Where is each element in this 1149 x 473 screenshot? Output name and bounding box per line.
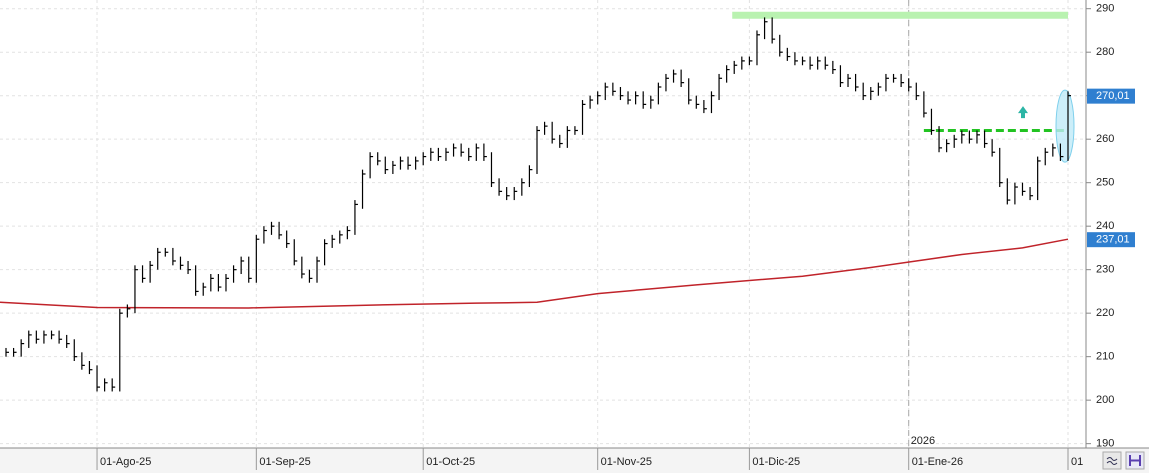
x-axis-panel — [0, 448, 1149, 473]
y-axis-panel — [1086, 0, 1149, 448]
x-tick-label: 01-Dic-25 — [752, 456, 800, 468]
y-tick-label: 230 — [1096, 264, 1114, 276]
ma-label: 237,01 — [1096, 234, 1130, 246]
x-tick-label: 01-Nov-25 — [601, 456, 652, 468]
up-arrow — [1018, 106, 1028, 119]
y-tick-label: 290 — [1096, 3, 1114, 15]
y-tick-label: 200 — [1096, 394, 1114, 406]
ma-label-box — [1087, 232, 1135, 248]
y-tick-label: 250 — [1096, 177, 1114, 189]
x-tick-label: 01-Ene-26 — [912, 456, 963, 468]
icon-h — [1129, 455, 1141, 466]
year-label: 2026 — [911, 435, 935, 447]
icon-wave — [1106, 457, 1118, 465]
icon-button[interactable] — [1102, 451, 1122, 470]
x-tick-label: 01-Sep-25 — [259, 456, 310, 468]
highlight-ellipse — [1055, 89, 1075, 163]
y-tick-label: 210 — [1096, 351, 1114, 363]
y-tick-label: 260 — [1096, 133, 1114, 145]
last-close-label: 270,01 — [1096, 90, 1130, 102]
x-tick-label: 01-Oct-25 — [426, 456, 475, 468]
y-tick-label: 220 — [1096, 307, 1114, 319]
x-tick-label: 01 — [1071, 456, 1083, 468]
toolbar-icons — [1102, 451, 1145, 470]
y-tick-label: 280 — [1096, 46, 1114, 58]
moving-average — [0, 238, 1069, 309]
last-close-label-box — [1087, 88, 1135, 104]
y-tick-label: 240 — [1096, 220, 1114, 232]
x-tick-label: 01-Ago-25 — [100, 456, 151, 468]
y-tick-label: 190 — [1096, 438, 1114, 450]
